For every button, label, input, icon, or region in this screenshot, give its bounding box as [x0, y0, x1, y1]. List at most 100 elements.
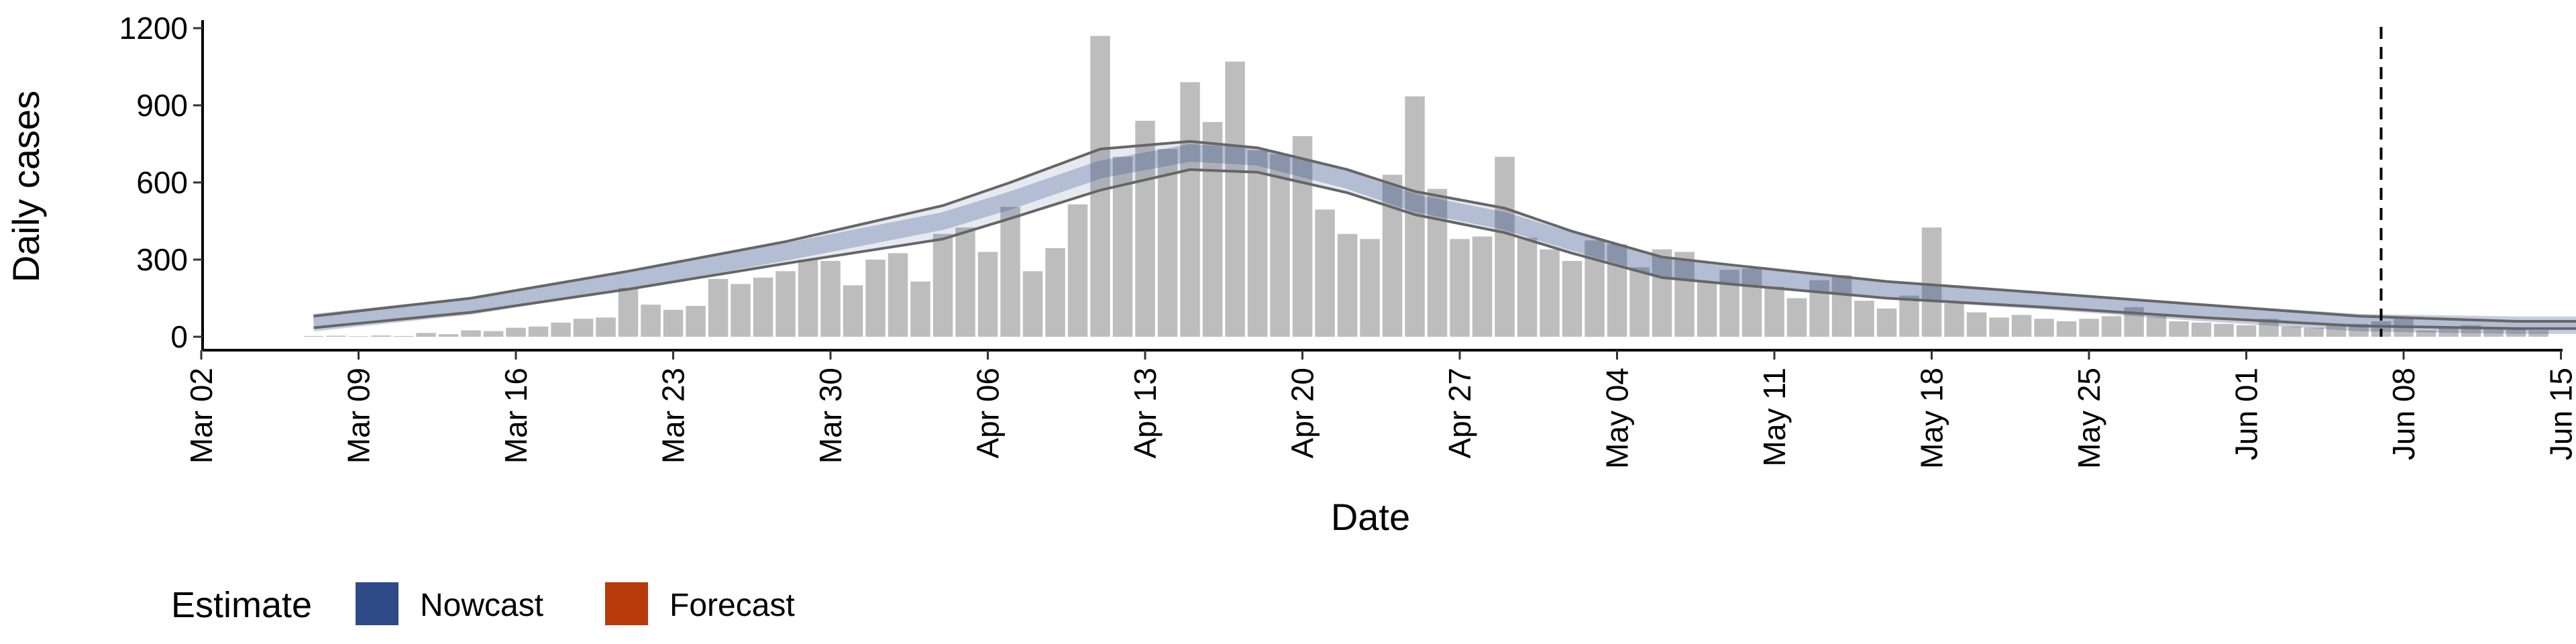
x-tick-label: Apr 20 — [1285, 368, 1320, 459]
bar — [303, 335, 324, 337]
bar — [1382, 174, 1403, 337]
bar — [641, 305, 661, 337]
bar — [2191, 322, 2212, 337]
bar — [1697, 281, 1717, 337]
bar — [910, 281, 930, 337]
bar — [461, 330, 481, 337]
bar — [438, 334, 459, 337]
bar — [393, 335, 414, 337]
bar — [416, 333, 436, 337]
bar — [1831, 275, 1852, 337]
bar — [1315, 209, 1335, 337]
bar — [2011, 315, 2032, 337]
legend-label-nowcast: Nowcast — [420, 588, 543, 623]
bar — [1337, 233, 1358, 337]
bars-layer — [303, 36, 2548, 337]
bar — [1674, 252, 1695, 337]
median-band-nowcast — [313, 144, 2576, 334]
bar — [326, 335, 346, 337]
x-tick-label: Jun 08 — [2386, 368, 2421, 460]
x-tick-label: Mar 16 — [498, 368, 533, 464]
bar — [2304, 327, 2324, 337]
bar — [1764, 286, 1784, 337]
bar — [2034, 319, 2054, 337]
bar — [731, 284, 751, 337]
bar — [1854, 301, 1874, 337]
bar — [483, 331, 504, 337]
x-tick-label: Mar 30 — [813, 368, 848, 464]
bar — [1180, 82, 1200, 337]
y-tick-label: 900 — [136, 88, 188, 123]
y-axis-label: Daily cases — [5, 91, 47, 282]
bar — [1022, 271, 1043, 337]
bar — [843, 285, 863, 337]
bar — [1809, 280, 1829, 337]
y-tick-label: 300 — [136, 242, 188, 277]
bar — [2416, 330, 2436, 337]
bar — [1562, 260, 1582, 337]
bar — [2483, 327, 2504, 337]
bar — [506, 327, 526, 337]
bar — [618, 288, 639, 337]
bar — [1989, 317, 2009, 337]
bar — [663, 309, 684, 337]
upper-bound-line — [313, 140, 2576, 323]
bar — [820, 260, 841, 337]
bar — [1090, 36, 1110, 337]
bar — [1966, 312, 1987, 337]
legend-title: Estimate — [171, 585, 312, 625]
bar — [686, 306, 706, 337]
legend-label-forecast: Forecast — [669, 588, 795, 623]
x-tick-label: Jun 15 — [2544, 368, 2576, 460]
bar — [2214, 323, 2234, 337]
bar — [1202, 121, 1223, 337]
bar — [1495, 156, 1515, 337]
bar — [932, 233, 953, 337]
bar — [2438, 326, 2459, 337]
bar — [1719, 270, 1739, 337]
bar — [1517, 237, 1538, 337]
x-tick-label: Apr 13 — [1128, 368, 1163, 459]
x-tick-label: May 04 — [1600, 368, 1635, 469]
lower-bound-line — [313, 168, 2576, 330]
bar — [1360, 239, 1380, 337]
bar — [2281, 326, 2302, 337]
bar — [888, 253, 908, 337]
y-tick-label: 1200 — [119, 11, 188, 46]
y-tick-label: 600 — [136, 165, 188, 200]
x-tick-label: Mar 09 — [341, 368, 376, 464]
bar — [1000, 207, 1020, 337]
bar — [2236, 325, 2257, 337]
bar — [1292, 136, 1313, 337]
legend-swatch-forecast — [605, 582, 648, 625]
bar — [573, 319, 594, 337]
x-axis-label: Date — [1331, 496, 1410, 538]
bar — [2056, 321, 2077, 337]
x-tick-label: Apr 27 — [1442, 368, 1477, 459]
bar — [596, 317, 616, 337]
bar — [1741, 268, 1762, 337]
bar — [1629, 267, 1650, 337]
bar — [2169, 321, 2189, 337]
bar — [2101, 316, 2122, 337]
bar — [1876, 308, 1897, 337]
x-tick-label: May 25 — [2072, 368, 2106, 469]
x-tick-label: May 18 — [1915, 368, 1949, 469]
bar — [1270, 154, 1290, 337]
bar — [1427, 189, 1448, 337]
bar — [551, 322, 571, 337]
bar — [1067, 204, 1088, 337]
x-tick-label: Jun 01 — [2229, 368, 2264, 460]
axes-layer: 0 300 600 900 1200 Mar 02 Mar 09 Mar 16 Mar 23 Ma… — [119, 11, 2576, 469]
bar — [2079, 319, 2099, 337]
bar — [2506, 329, 2526, 337]
bar — [348, 336, 369, 337]
bar — [371, 335, 391, 337]
legend-swatch-nowcast — [356, 582, 398, 625]
x-tick-label: Apr 06 — [971, 368, 1006, 459]
bar — [1652, 249, 1672, 337]
bar — [2146, 316, 2167, 337]
bar — [798, 260, 818, 337]
bar — [528, 326, 549, 337]
